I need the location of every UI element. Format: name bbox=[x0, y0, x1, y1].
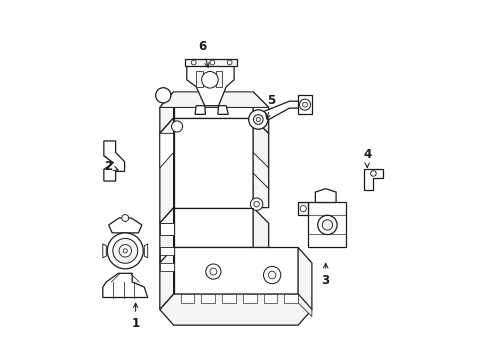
Circle shape bbox=[119, 245, 131, 257]
Polygon shape bbox=[298, 247, 311, 310]
Polygon shape bbox=[173, 92, 253, 118]
Circle shape bbox=[205, 264, 221, 279]
Polygon shape bbox=[253, 208, 268, 247]
Circle shape bbox=[201, 72, 218, 88]
Polygon shape bbox=[284, 294, 298, 303]
Polygon shape bbox=[258, 101, 299, 125]
Polygon shape bbox=[242, 294, 256, 303]
Circle shape bbox=[155, 88, 170, 103]
Polygon shape bbox=[180, 294, 194, 303]
Text: 4: 4 bbox=[362, 148, 370, 167]
Polygon shape bbox=[173, 118, 253, 208]
Polygon shape bbox=[160, 223, 173, 235]
Circle shape bbox=[113, 238, 138, 263]
Circle shape bbox=[250, 198, 262, 210]
Polygon shape bbox=[160, 92, 173, 133]
Circle shape bbox=[107, 233, 143, 269]
Polygon shape bbox=[222, 294, 235, 303]
Polygon shape bbox=[144, 244, 147, 258]
Polygon shape bbox=[298, 202, 308, 215]
Circle shape bbox=[299, 99, 310, 110]
Polygon shape bbox=[160, 208, 173, 263]
Polygon shape bbox=[160, 92, 268, 107]
Text: 2: 2 bbox=[104, 160, 118, 173]
Polygon shape bbox=[102, 244, 106, 258]
Text: 6: 6 bbox=[198, 40, 209, 67]
Polygon shape bbox=[253, 118, 268, 208]
Circle shape bbox=[317, 215, 336, 235]
Polygon shape bbox=[186, 66, 234, 106]
Text: 3: 3 bbox=[321, 264, 329, 287]
Polygon shape bbox=[102, 273, 147, 297]
Circle shape bbox=[268, 271, 275, 279]
Polygon shape bbox=[216, 71, 222, 87]
Polygon shape bbox=[218, 106, 228, 114]
Polygon shape bbox=[298, 95, 311, 114]
Polygon shape bbox=[160, 263, 173, 271]
Circle shape bbox=[322, 220, 332, 230]
Circle shape bbox=[209, 268, 216, 275]
Circle shape bbox=[253, 202, 259, 207]
Circle shape bbox=[123, 249, 127, 253]
Polygon shape bbox=[160, 247, 173, 310]
Circle shape bbox=[171, 121, 182, 132]
Polygon shape bbox=[160, 247, 173, 263]
Polygon shape bbox=[195, 106, 205, 114]
Polygon shape bbox=[308, 202, 346, 247]
Circle shape bbox=[256, 117, 260, 122]
Circle shape bbox=[263, 266, 280, 284]
Circle shape bbox=[227, 60, 232, 65]
Polygon shape bbox=[173, 247, 298, 294]
Circle shape bbox=[302, 102, 307, 107]
Polygon shape bbox=[201, 294, 215, 303]
Text: 5: 5 bbox=[265, 94, 275, 119]
Polygon shape bbox=[160, 247, 173, 255]
Polygon shape bbox=[160, 118, 173, 223]
Circle shape bbox=[191, 60, 196, 65]
Polygon shape bbox=[196, 71, 202, 87]
Polygon shape bbox=[298, 294, 311, 316]
Circle shape bbox=[209, 60, 214, 65]
Circle shape bbox=[122, 215, 128, 221]
Circle shape bbox=[370, 171, 375, 176]
Polygon shape bbox=[108, 218, 142, 233]
Polygon shape bbox=[173, 208, 253, 247]
Polygon shape bbox=[253, 92, 268, 133]
Circle shape bbox=[300, 206, 306, 212]
Circle shape bbox=[253, 115, 263, 124]
Polygon shape bbox=[263, 294, 277, 303]
Polygon shape bbox=[160, 294, 311, 325]
Polygon shape bbox=[160, 133, 173, 168]
Text: 1: 1 bbox=[131, 303, 140, 330]
Polygon shape bbox=[103, 141, 124, 181]
Polygon shape bbox=[184, 59, 236, 66]
Circle shape bbox=[248, 110, 267, 129]
Polygon shape bbox=[363, 168, 382, 190]
Polygon shape bbox=[315, 189, 335, 202]
